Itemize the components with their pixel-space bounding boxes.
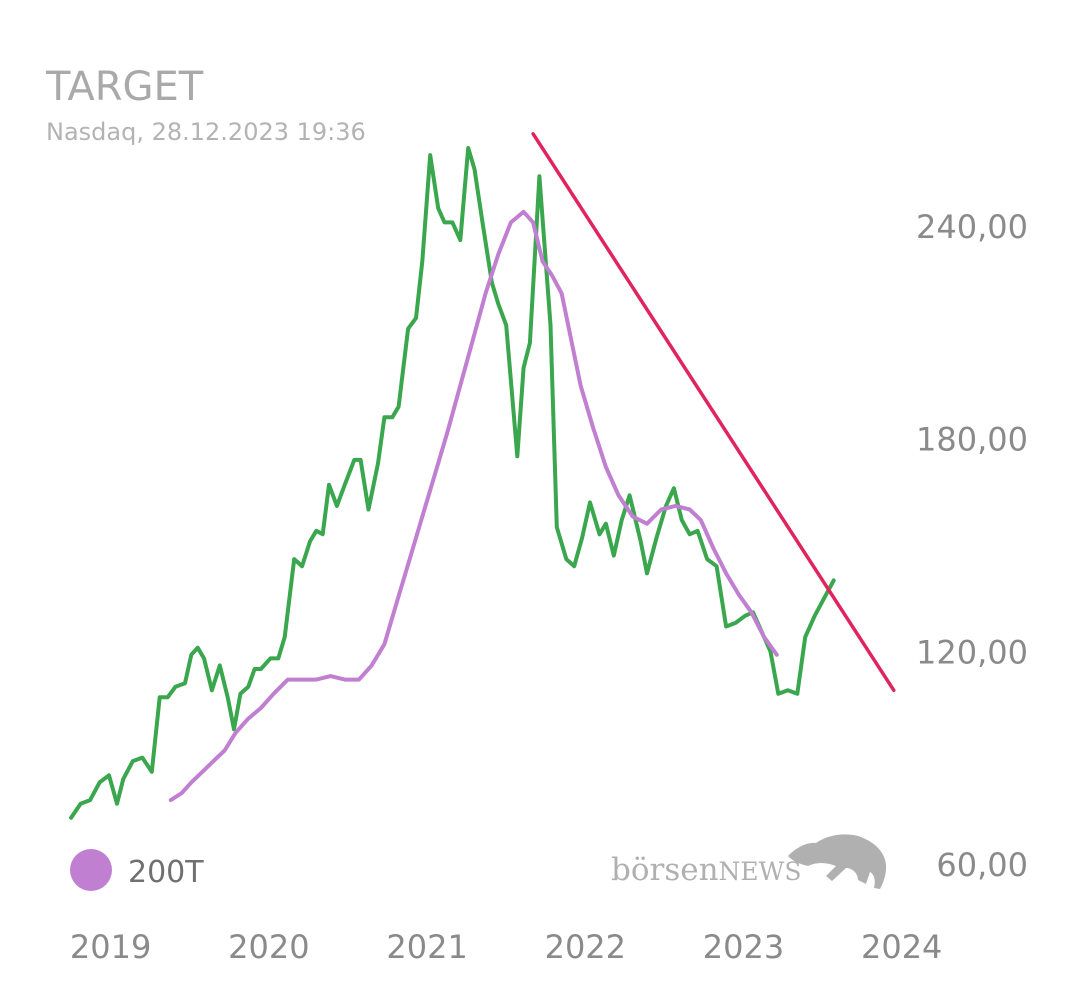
price-line bbox=[69, 146, 836, 820]
x-tick-label: 2021 bbox=[386, 928, 467, 966]
legend: 200T bbox=[70, 849, 204, 891]
watermark-text: börsenNEWS bbox=[611, 852, 802, 888]
y-tick-label: 180,00 bbox=[916, 421, 1028, 459]
sma-200-line bbox=[168, 209, 779, 803]
y-tick-label: 120,00 bbox=[916, 633, 1028, 671]
y-axis-tick-labels: 240,00 180,00 120,00 60,00 bbox=[916, 208, 1028, 884]
series-layer bbox=[69, 132, 896, 820]
x-axis-tick-labels: 2019 2020 2021 2022 2023 2024 bbox=[70, 928, 943, 966]
x-tick-label: 2022 bbox=[545, 928, 626, 966]
downtrend-line bbox=[531, 132, 896, 693]
x-tick-label: 2023 bbox=[703, 928, 784, 966]
x-tick-label: 2024 bbox=[861, 928, 942, 966]
x-tick-label: 2019 bbox=[70, 928, 151, 966]
x-tick-label: 2020 bbox=[228, 928, 309, 966]
chart-subtitle: Nasdaq, 28.12.2023 19:36 bbox=[46, 118, 366, 146]
borsennews-logo: börsenNEWS bbox=[611, 834, 887, 889]
legend-label-200t: 200T bbox=[128, 855, 204, 890]
bull-icon bbox=[788, 834, 887, 889]
y-tick-label: 240,00 bbox=[916, 208, 1028, 246]
chart-title: TARGET bbox=[45, 64, 204, 110]
y-tick-label: 60,00 bbox=[936, 846, 1028, 884]
legend-swatch-200t bbox=[70, 849, 112, 891]
